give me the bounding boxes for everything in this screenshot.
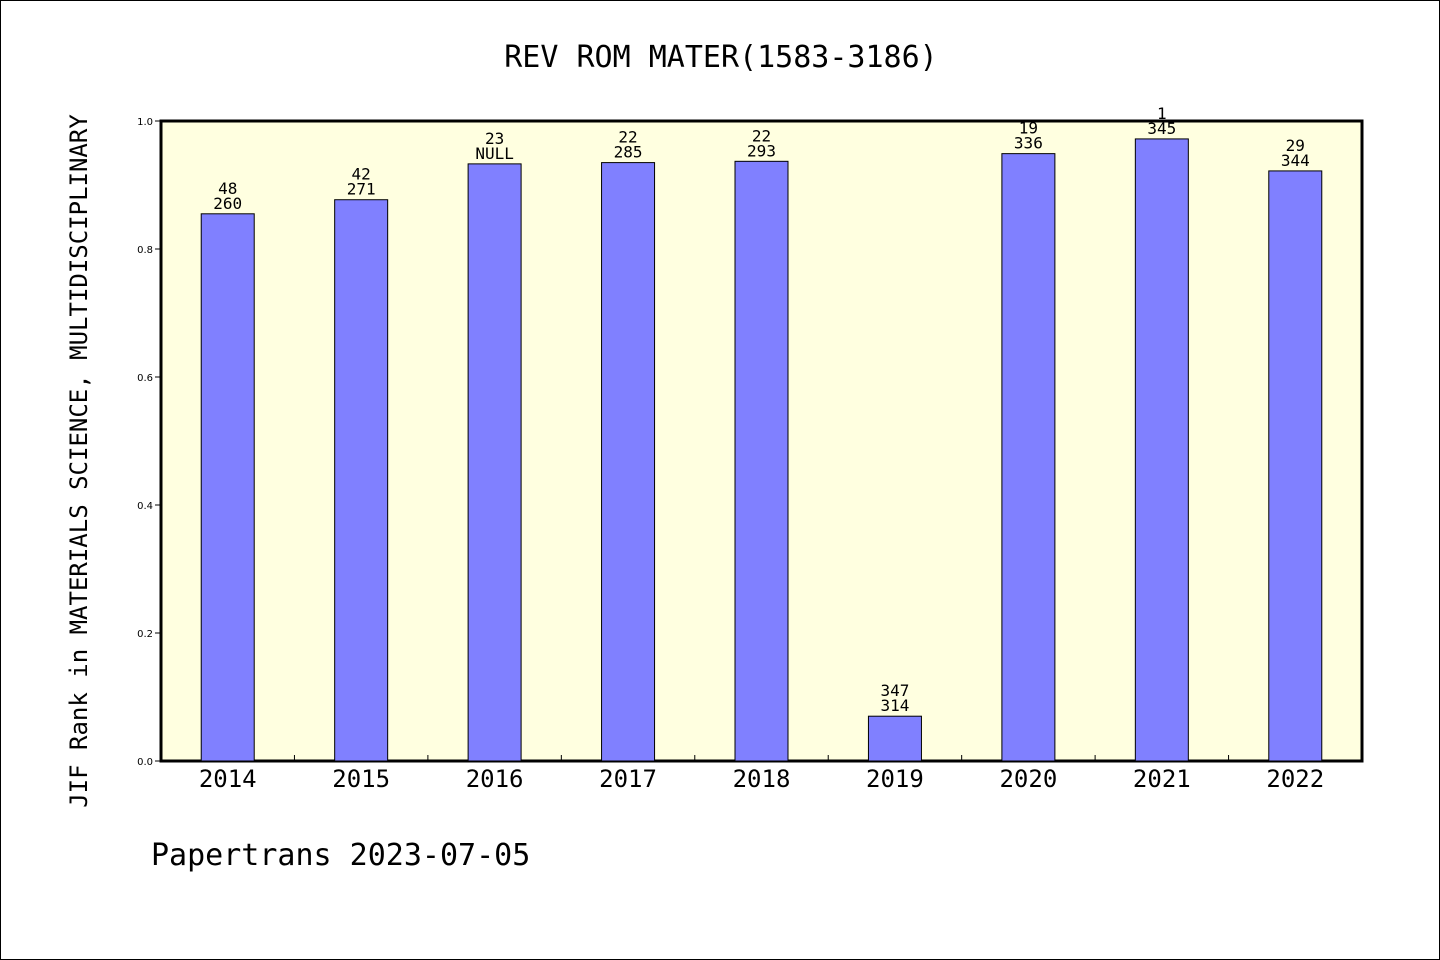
- x-tick-label-2017: 2017: [599, 765, 657, 793]
- x-tick-label-2016: 2016: [466, 765, 524, 793]
- bar-label-bottom-2021: 345: [1147, 119, 1176, 138]
- bar-label-bottom-2020: 336: [1014, 134, 1043, 153]
- bar-2016: [467, 163, 522, 762]
- bar-label-bottom-2014: 260: [213, 194, 242, 213]
- bars-layer: [200, 138, 1323, 762]
- bar-2017: [601, 162, 656, 762]
- y-tick-label-0.4: 0.4: [137, 501, 153, 512]
- ticks-layer: [155, 120, 1230, 762]
- bar-2014: [200, 213, 255, 762]
- x-tick-label-2022: 2022: [1266, 765, 1324, 793]
- x-tick-label-2014: 2014: [199, 765, 257, 793]
- bar-label-top-2021: 1: [1157, 104, 1167, 123]
- bar-label-bottom-2018: 293: [747, 141, 776, 160]
- bar-label-top-2014: 48: [218, 179, 237, 198]
- x-tick-label-2019: 2019: [866, 765, 924, 793]
- chart-title: REV ROM MATER(1583-3186): [504, 40, 937, 75]
- labels-layer: 48260201442271201523NULL2016222852017222…: [137, 104, 1324, 793]
- bar-2020: [1001, 153, 1056, 762]
- bar-2022: [1268, 170, 1323, 762]
- x-tick-label-2018: 2018: [733, 765, 791, 793]
- y-tick-label-0.8: 0.8: [137, 245, 153, 256]
- bar-label-top-2016: 23: [485, 129, 504, 148]
- bar-2021: [1134, 138, 1189, 762]
- bar-2018: [734, 160, 789, 762]
- bar-label-bottom-2015: 271: [347, 180, 376, 199]
- footer-credit: Papertrans 2023-07-05: [151, 838, 530, 873]
- y-tick-label-0.6: 0.6: [137, 373, 153, 384]
- bar-label-top-2018: 22: [752, 126, 771, 145]
- x-tick-label-2015: 2015: [332, 765, 390, 793]
- bar-label-bottom-2022: 344: [1281, 151, 1310, 170]
- bar-label-bottom-2016: NULL: [475, 144, 514, 163]
- bar-label-bottom-2017: 285: [614, 143, 643, 162]
- bar-label-top-2019: 347: [880, 681, 909, 700]
- y-axis-label: JIF Rank in MATERIALS SCIENCE, MULTIDISC…: [65, 114, 93, 808]
- bar-label-top-2020: 19: [1019, 119, 1038, 138]
- y-tick-label-0.2: 0.2: [137, 629, 153, 640]
- bar-label-top-2017: 22: [618, 128, 637, 147]
- bar-label-top-2015: 42: [352, 165, 371, 184]
- bar-label-bottom-2019: 314: [880, 696, 909, 715]
- x-tick-label-2020: 2020: [999, 765, 1057, 793]
- bar-2015: [334, 199, 389, 762]
- x-tick-label-2021: 2021: [1133, 765, 1191, 793]
- y-tick-label-0.0: 0.0: [137, 757, 153, 768]
- y-tick-label-1.0: 1.0: [137, 117, 153, 128]
- bar-label-top-2022: 29: [1286, 136, 1305, 155]
- bar-2019: [867, 715, 922, 762]
